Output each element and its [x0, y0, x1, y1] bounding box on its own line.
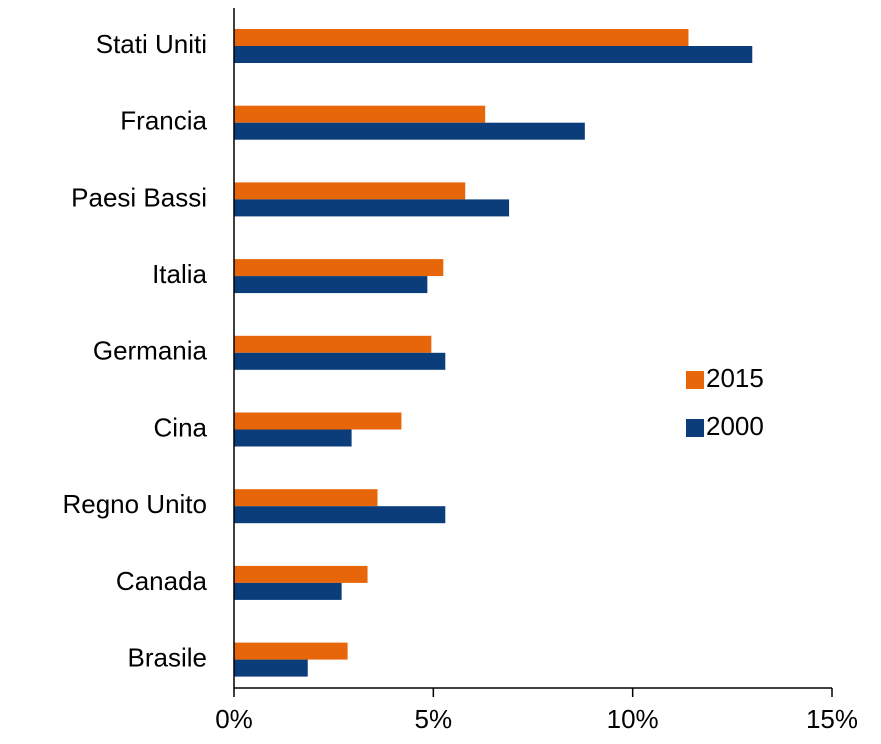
bar: [234, 412, 402, 430]
bar: [234, 276, 428, 294]
y-tick-label: Francia: [120, 106, 207, 136]
y-tick-label: Stati Uniti: [96, 29, 207, 59]
bar: [234, 582, 342, 600]
bar: [234, 659, 308, 677]
bar: [234, 122, 585, 140]
bar: [234, 105, 486, 123]
y-tick-label: Brasile: [128, 642, 207, 672]
bar: [234, 506, 446, 524]
bar: [234, 182, 466, 200]
legend-swatch: [686, 419, 704, 437]
bar: [234, 429, 352, 447]
y-tick-label: Germania: [93, 336, 208, 366]
legend-swatch: [686, 371, 704, 389]
y-tick-label: Canada: [116, 566, 208, 596]
x-tick-label: 0%: [215, 704, 253, 734]
bar: [234, 29, 689, 46]
y-tick-label: Regno Unito: [62, 489, 207, 519]
bar: [234, 259, 444, 277]
bar: [234, 335, 432, 353]
bar: [234, 489, 378, 507]
y-tick-label: Cina: [154, 412, 208, 442]
legend-label: 2015: [706, 363, 764, 393]
bar: [234, 352, 446, 370]
y-tick-label: Italia: [152, 259, 207, 289]
bar: [234, 199, 510, 217]
bar: [234, 46, 753, 63]
bar: [234, 642, 348, 660]
x-tick-label: 10%: [607, 704, 659, 734]
bar: [234, 565, 368, 583]
legend-label: 2000: [706, 411, 764, 441]
x-tick-label: 5%: [415, 704, 453, 734]
x-tick-label: 15%: [806, 704, 858, 734]
y-tick-label: Paesi Bassi: [71, 182, 207, 212]
